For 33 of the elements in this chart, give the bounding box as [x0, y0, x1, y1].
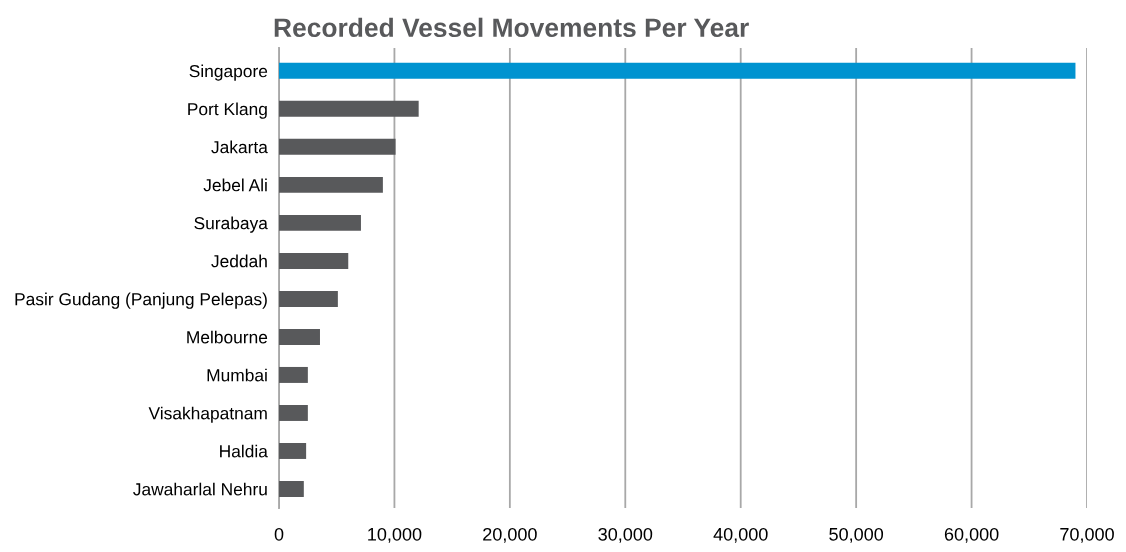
y-tick-label: Jakarta	[211, 140, 268, 154]
y-tick-label: Singapore	[189, 64, 268, 81]
bar	[279, 62, 1076, 79]
bar	[279, 176, 383, 193]
bar	[279, 252, 349, 269]
bar	[279, 290, 338, 307]
x-tick-label: 10,000	[368, 527, 422, 543]
chart-title: Recorded Vessel Movements Per Year	[274, 17, 749, 38]
y-tick-label: Jeddah	[211, 254, 267, 268]
bar	[279, 100, 419, 117]
y-tick-label: Haldia	[220, 444, 268, 458]
y-tick-label: Port Klang	[188, 102, 267, 119]
x-tick-label: 60,000	[944, 527, 999, 543]
y-tick-label: Jebel Ali	[203, 178, 267, 192]
bar	[279, 328, 320, 345]
y-tick-label: Jawaharlal Nehru	[133, 482, 267, 496]
y-tick-label: Visakhapatnam	[148, 406, 267, 423]
bar	[279, 366, 308, 383]
x-tick-label: 70,000	[1060, 527, 1114, 543]
bar	[279, 214, 361, 231]
x-tick-label: 20,000	[483, 527, 537, 543]
x-tick-label: 50,000	[829, 527, 884, 543]
y-tick-label: Surabaya	[194, 216, 268, 233]
x-tick-label: 30,000	[598, 527, 653, 543]
bar	[279, 404, 308, 421]
bar	[279, 442, 307, 459]
x-tick-label: 0	[274, 527, 284, 541]
bar	[279, 481, 304, 497]
y-tick-label: Mumbai	[207, 368, 267, 382]
bar	[279, 138, 396, 155]
x-tick-label: 40,000	[713, 527, 768, 543]
y-tick-label: Pasir Gudang (Panjung Pelepas)	[15, 292, 267, 309]
y-tick-label: Melbourne	[187, 330, 268, 344]
